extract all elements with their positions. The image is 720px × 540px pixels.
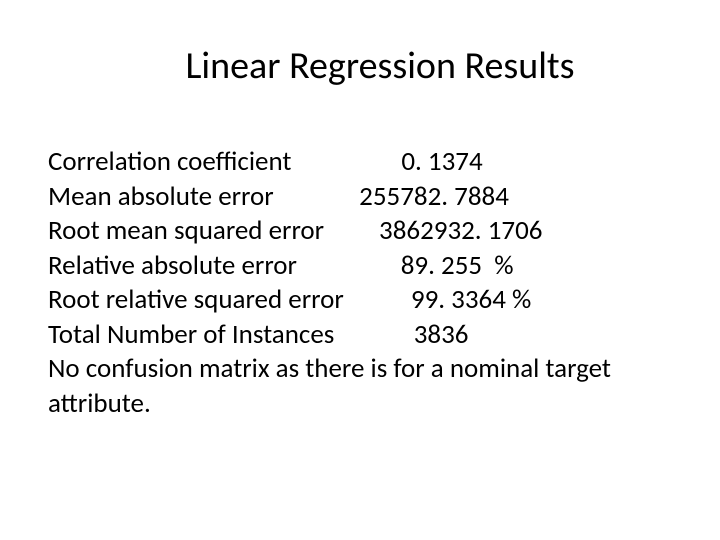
metric-label: Correlation coefficient [48,145,291,178]
metric-row: Total Number of Instances 3836 [48,318,672,353]
metric-value: 0. 1374 [401,145,482,178]
metric-row: Root relative squared error 99. 3364 % [48,283,672,318]
metric-row: Mean absolute error 255782. 7884 [48,180,672,215]
metric-label: Root relative squared error [48,283,344,316]
metric-value: 3862932. 1706 [379,214,542,247]
metric-label: Relative absolute error [48,249,297,282]
slide-title: Linear Regression Results [48,43,672,89]
results-block: Correlation coefficient 0. 1374 Mean abs… [48,145,672,421]
metric-value: 255782. 7884 [359,180,509,213]
metric-row: Correlation coefficient 0. 1374 [48,145,672,180]
slide-container: Linear Regression Results Correlation co… [0,0,720,540]
footer-note: No confusion matrix as there is for a no… [48,352,672,421]
metric-label: Mean absolute error [48,180,274,213]
metric-value: 99. 3364 % [411,283,531,316]
metric-row: Root mean squared error 3862932. 1706 [48,214,672,249]
metric-value: 89. 255 % [401,249,514,282]
metric-value: 3836 [414,318,469,351]
metric-label: Root mean squared error [48,214,324,247]
metric-row: Relative absolute error 89. 255 % [48,249,672,284]
metric-label: Total Number of Instances [48,318,334,351]
